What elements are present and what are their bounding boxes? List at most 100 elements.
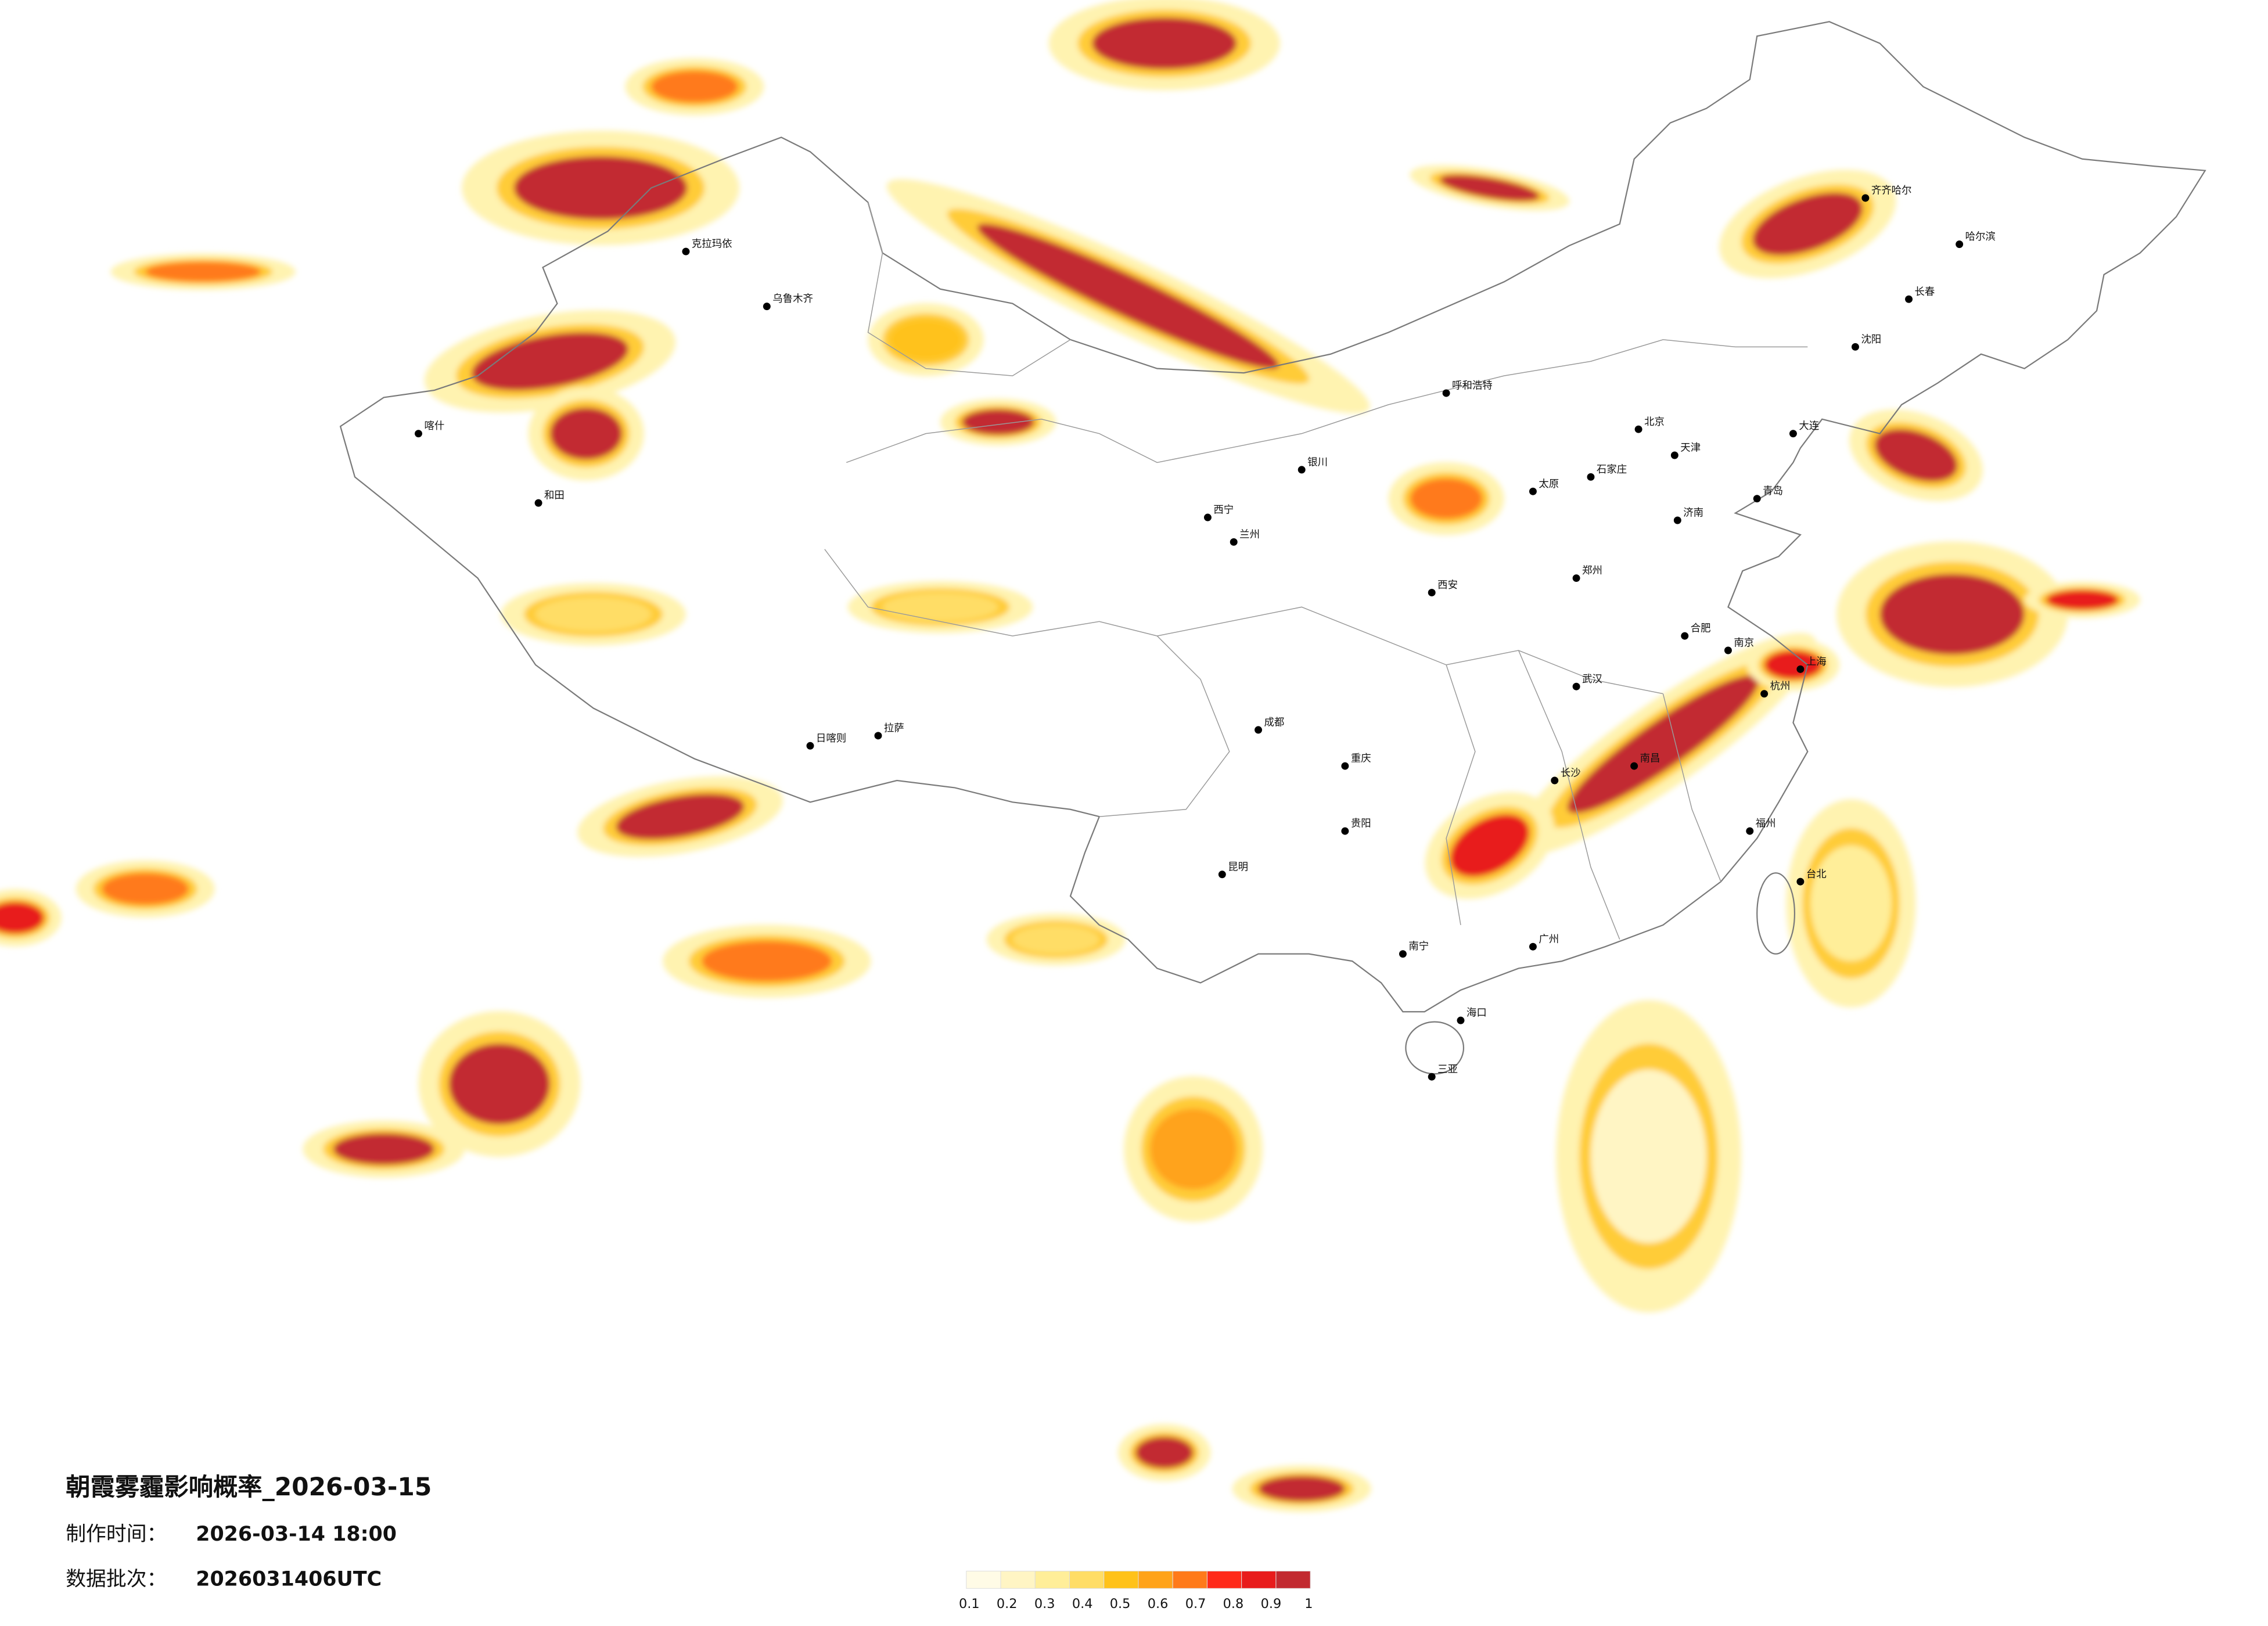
- legend-swatch: [1138, 1570, 1173, 1589]
- city-label: 昆明: [1228, 861, 1248, 873]
- border: [339, 21, 2206, 1013]
- city-dot: [1587, 473, 1595, 481]
- legend-tick-label: 0.6: [1148, 1596, 1169, 1611]
- legend: 0.1 0.2 0.3 0.4 0.5 0.6 0.7 0.8 0.9 1: [959, 1570, 1313, 1611]
- haze-core: [702, 941, 832, 981]
- city-label: 太原: [1539, 479, 1559, 490]
- city-label: 哈尔滨: [1965, 231, 1996, 243]
- legend-tick-label: 0.4: [1072, 1596, 1093, 1611]
- city-label: 武汉: [1582, 674, 1602, 685]
- city-label: 北京: [1644, 416, 1665, 428]
- city-dot: [1634, 425, 1642, 433]
- city-label: 齐齐哈尔: [1871, 185, 1912, 197]
- city-dot: [534, 499, 542, 507]
- city-label: 石家庄: [1597, 464, 1627, 476]
- city-label: 台北: [1806, 869, 1827, 880]
- country-outline: [339, 21, 2206, 1075]
- haze-core: [448, 1043, 550, 1125]
- city-dot: [1681, 632, 1689, 640]
- haze-core: [1874, 429, 1958, 482]
- city-label: 西宁: [1213, 505, 1234, 516]
- city-label: 乌鲁木齐: [772, 293, 813, 305]
- city-label: 长沙: [1561, 768, 1581, 779]
- made-time: 2026-03-14 18:00: [196, 1523, 397, 1546]
- haze-core: [1590, 1069, 1707, 1243]
- legend-tick-label: 0.3: [1034, 1596, 1055, 1611]
- haze-core: [513, 156, 688, 220]
- city-dot: [1399, 950, 1407, 958]
- city-dot: [1428, 588, 1436, 596]
- haze-core: [333, 1133, 434, 1165]
- city-dot: [1529, 942, 1537, 951]
- city-dot: [1673, 516, 1681, 524]
- haze-core: [1567, 675, 1759, 814]
- haze-core: [535, 596, 652, 632]
- city-dot: [1428, 1073, 1436, 1081]
- city-label: 郑州: [1582, 565, 1602, 577]
- haze-core: [977, 224, 1279, 369]
- haze-core: [882, 592, 998, 622]
- city-dot: [1341, 762, 1349, 770]
- haze-core: [962, 409, 1034, 436]
- city-dot: [1572, 682, 1580, 690]
- city-label: 拉萨: [884, 722, 904, 734]
- haze-core: [616, 793, 745, 840]
- city-dot: [415, 430, 422, 438]
- haze-core: [0, 902, 44, 934]
- city-dot: [1796, 665, 1805, 673]
- city-label: 三亚: [1437, 1064, 1458, 1075]
- hainan-outline: [1405, 1021, 1465, 1075]
- city-dot: [1861, 194, 1870, 202]
- city-label: 喀什: [424, 420, 444, 432]
- city-dot: [1297, 466, 1306, 474]
- haze-core: [889, 319, 962, 360]
- city-label: 合肥: [1691, 623, 1711, 635]
- city-dot: [1341, 827, 1349, 835]
- legend-swatch: [1172, 1570, 1207, 1589]
- city-dot: [682, 247, 690, 256]
- taiwan-outline: [1756, 872, 1796, 955]
- city-label: 西安: [1437, 580, 1458, 591]
- city-dot: [1746, 827, 1754, 835]
- city-label: 上海: [1806, 656, 1827, 668]
- haze-core: [651, 70, 738, 103]
- city-label: 银川: [1307, 456, 1328, 468]
- haze-core: [1092, 17, 1237, 70]
- haze-core: [1879, 574, 2025, 655]
- haze-core: [549, 407, 623, 460]
- city-dot: [1760, 690, 1769, 698]
- city-dot: [1255, 726, 1263, 734]
- haze-core: [1258, 1476, 1345, 1502]
- legend-swatch: [1241, 1570, 1277, 1589]
- legend-swatch: [1069, 1570, 1105, 1589]
- city-label: 天津: [1680, 443, 1701, 454]
- haze-core: [1012, 924, 1099, 954]
- city-label: 成都: [1264, 717, 1285, 728]
- city-dot: [1529, 487, 1537, 495]
- city-dot: [1796, 877, 1805, 886]
- map-title: 朝霞雾霾影响概率_2026-03-15: [66, 1473, 432, 1501]
- legend-swatch: [1206, 1570, 1242, 1589]
- city-label: 重庆: [1351, 753, 1371, 765]
- city-dot: [1457, 1016, 1465, 1024]
- city-label: 海口: [1467, 1008, 1487, 1019]
- legend-swatch: [1275, 1570, 1311, 1589]
- legend-tick-label: 0.1: [959, 1596, 980, 1611]
- city-label: 福州: [1756, 818, 1776, 830]
- city-label: 南昌: [1640, 753, 1660, 765]
- city-label: 南京: [1734, 638, 1754, 649]
- haze-core: [102, 873, 189, 905]
- city-dot: [1724, 646, 1732, 654]
- city-label: 大连: [1799, 420, 1819, 432]
- legend-tick-label: 1: [1304, 1596, 1313, 1611]
- city-label: 和田: [544, 490, 565, 502]
- city-dot: [806, 742, 814, 750]
- haze-core: [1752, 192, 1863, 256]
- haze-core: [145, 261, 261, 282]
- legend-tick-label: 0.8: [1223, 1596, 1244, 1611]
- city-label: 济南: [1683, 508, 1703, 519]
- city-label: 克拉玛依: [692, 239, 732, 250]
